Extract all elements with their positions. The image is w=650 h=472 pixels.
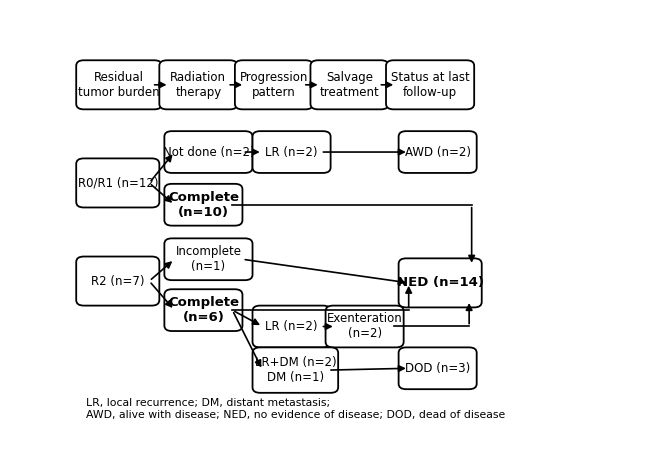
- FancyBboxPatch shape: [76, 60, 162, 110]
- FancyBboxPatch shape: [164, 289, 242, 331]
- FancyBboxPatch shape: [164, 238, 252, 280]
- Text: LR, local recurrence; DM, distant metastasis;
AWD, alive with disease; NED, no e: LR, local recurrence; DM, distant metast…: [86, 398, 506, 420]
- FancyBboxPatch shape: [252, 131, 331, 173]
- Text: Complete
(n=6): Complete (n=6): [168, 296, 239, 324]
- FancyBboxPatch shape: [398, 347, 476, 389]
- FancyBboxPatch shape: [252, 347, 338, 393]
- Text: Complete
(n=10): Complete (n=10): [168, 191, 239, 219]
- Text: LR+DM (n=2)
DM (n=1): LR+DM (n=2) DM (n=1): [255, 356, 336, 384]
- Text: Residual
tumor burden: Residual tumor burden: [78, 71, 160, 99]
- Text: NED (n=14): NED (n=14): [396, 277, 484, 289]
- Text: Progression
pattern: Progression pattern: [240, 71, 308, 99]
- FancyBboxPatch shape: [252, 305, 331, 347]
- Text: LR (n=2): LR (n=2): [265, 320, 318, 333]
- FancyBboxPatch shape: [398, 131, 476, 173]
- FancyBboxPatch shape: [76, 257, 159, 305]
- Text: R2 (n=7): R2 (n=7): [91, 275, 144, 287]
- Text: Status at last
follow-up: Status at last follow-up: [391, 71, 469, 99]
- Text: Not done (n=2): Not done (n=2): [162, 145, 254, 159]
- FancyBboxPatch shape: [311, 60, 389, 110]
- FancyBboxPatch shape: [164, 131, 252, 173]
- Text: AWD (n=2): AWD (n=2): [405, 145, 471, 159]
- FancyBboxPatch shape: [159, 60, 237, 110]
- FancyBboxPatch shape: [386, 60, 474, 110]
- Text: Incomplete
(n=1): Incomplete (n=1): [176, 245, 241, 273]
- FancyBboxPatch shape: [326, 305, 404, 347]
- FancyBboxPatch shape: [164, 184, 242, 226]
- Text: DOD (n=3): DOD (n=3): [405, 362, 471, 375]
- Text: Salvage
treatment: Salvage treatment: [320, 71, 380, 99]
- Text: R0/R1 (n=12): R0/R1 (n=12): [77, 177, 158, 189]
- FancyBboxPatch shape: [76, 159, 159, 208]
- FancyBboxPatch shape: [398, 258, 482, 307]
- Text: Exenteration
(n=2): Exenteration (n=2): [327, 312, 402, 340]
- FancyBboxPatch shape: [235, 60, 313, 110]
- Text: LR (n=2): LR (n=2): [265, 145, 318, 159]
- Text: Radiation
therapy: Radiation therapy: [170, 71, 226, 99]
